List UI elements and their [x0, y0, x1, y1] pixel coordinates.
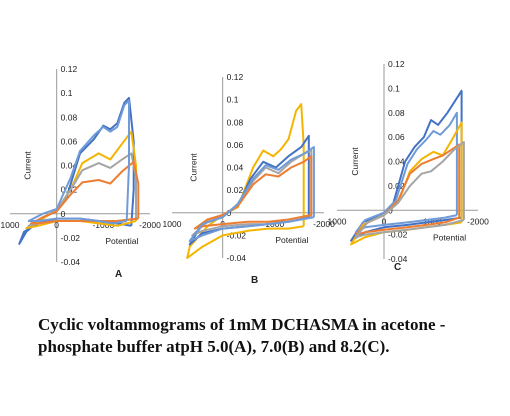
- x-tick-label: 1000: [163, 219, 182, 229]
- panel-label: C: [394, 262, 401, 273]
- y-tick-label: 0.12: [388, 59, 405, 69]
- series-line-2: [354, 111, 458, 234]
- y-tick-label: 0.08: [388, 108, 405, 118]
- y-axis-label: Current: [23, 151, 33, 180]
- y-tick-label: 0.08: [227, 117, 244, 127]
- x-tick-label: 1000: [1, 220, 20, 230]
- figure-caption: Cyclic voltammograms of 1mM DCHASMA in a…: [38, 314, 488, 358]
- y-tick-label: 0.02: [388, 181, 405, 191]
- y-tick-label: 0.06: [227, 140, 244, 150]
- panel-label: A: [115, 269, 122, 280]
- y-tick-label: -0.04: [61, 257, 81, 267]
- x-tick-label: 0: [382, 216, 387, 226]
- y-tick-label: -0.04: [388, 254, 408, 264]
- y-tick-label: 0.12: [61, 64, 78, 74]
- series-line-5: [27, 99, 130, 225]
- x-axis-label: Potential: [433, 232, 466, 242]
- x-tick-label: -2000: [467, 216, 489, 226]
- series-line-1: [350, 89, 463, 242]
- y-tick-label: 0.02: [227, 185, 244, 195]
- x-tick-label: -2000: [139, 220, 161, 230]
- series-line-5: [354, 141, 465, 239]
- x-tick-label: 0: [54, 220, 59, 230]
- y-tick-label: 0.08: [61, 112, 78, 122]
- x-tick-label: 1000: [328, 216, 347, 226]
- y-tick-label: 0.1: [61, 88, 73, 98]
- series-line-4: [30, 160, 140, 225]
- y-tick-label: -0.02: [388, 230, 408, 240]
- y-tick-label: 0.12: [227, 72, 244, 82]
- y-tick-label: 0.04: [227, 163, 244, 173]
- y-tick-label: 0: [61, 209, 66, 219]
- caption-line-1: Cyclic voltammograms of 1mM DCHASMA in a…: [38, 315, 446, 334]
- x-tick-label: -2000: [313, 219, 335, 229]
- y-tick-label: -0.04: [227, 253, 247, 263]
- y-tick-label: -0.02: [227, 230, 247, 240]
- y-tick-label: 0.04: [61, 161, 78, 171]
- panel-label: B: [251, 275, 258, 286]
- y-tick-label: 0.06: [61, 136, 78, 146]
- y-axis-label: Current: [189, 153, 199, 182]
- y-tick-label: 0.1: [227, 95, 239, 105]
- series-line-5: [188, 146, 315, 242]
- caption-line-2: phosphate buffer atpH 5.0(A), 7.0(B) and…: [38, 337, 390, 356]
- y-tick-label: 0.06: [388, 132, 405, 142]
- y-tick-label: -0.02: [61, 233, 81, 243]
- x-axis-label: Potential: [275, 235, 308, 245]
- y-tick-label: 0.04: [388, 157, 405, 167]
- x-axis-label: Potential: [105, 236, 138, 246]
- y-axis-label: Current: [350, 147, 360, 176]
- y-tick-label: 0.1: [388, 83, 400, 93]
